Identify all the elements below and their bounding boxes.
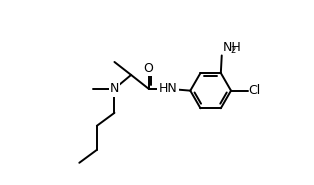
Text: N: N	[110, 82, 119, 95]
Text: O: O	[144, 62, 154, 75]
Text: N: N	[110, 82, 119, 95]
Text: Cl: Cl	[249, 84, 261, 97]
Text: HN: HN	[159, 82, 177, 95]
Text: 2: 2	[230, 46, 235, 55]
Text: NH: NH	[223, 41, 241, 54]
